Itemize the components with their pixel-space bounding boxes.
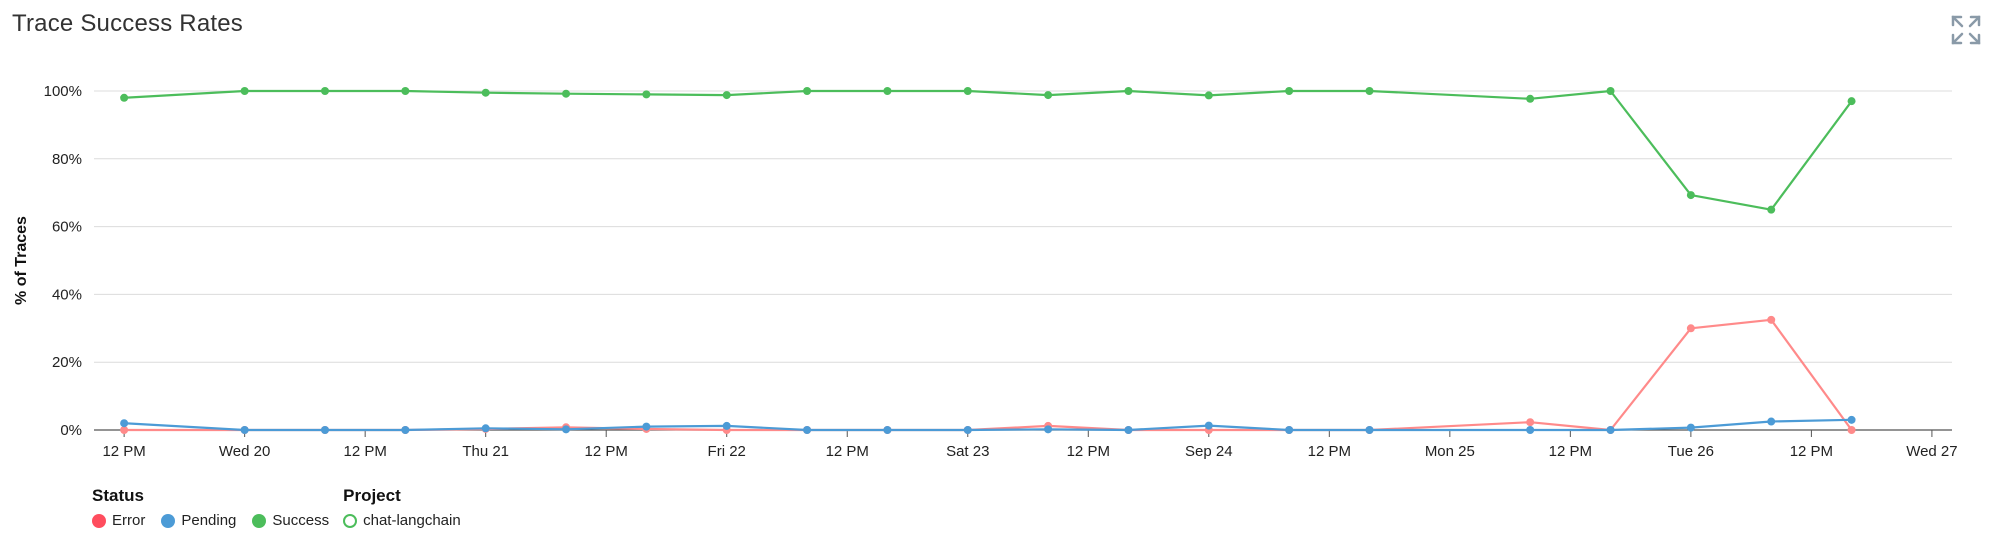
data-point-success[interactable] xyxy=(1767,205,1776,214)
legend-label: chat-langchain xyxy=(363,512,461,529)
data-point-success[interactable] xyxy=(1606,87,1615,95)
data-point-success[interactable] xyxy=(1847,97,1856,106)
data-point-success[interactable] xyxy=(803,87,812,95)
legend-project-items: chat-langchain xyxy=(343,512,461,529)
legend-item-success[interactable]: Success xyxy=(252,512,329,529)
data-point-error[interactable] xyxy=(120,426,129,434)
data-point-pending[interactable] xyxy=(642,422,651,431)
x-tick-label: 12 PM xyxy=(1308,443,1351,460)
data-point-success[interactable] xyxy=(1044,91,1053,100)
expand-icon xyxy=(1951,15,1981,45)
data-point-success[interactable] xyxy=(1365,87,1374,95)
y-tick-label: 40% xyxy=(52,286,82,303)
line-chart: 0% 20% 40% 60% 80% 100% 12 PM Wed 20 12 PM Thu 2… xyxy=(13,83,1958,460)
x-tick-label: 12 PM xyxy=(1067,443,1110,460)
data-point-success[interactable] xyxy=(401,87,410,95)
expand-button[interactable] xyxy=(1948,12,1984,48)
x-tick-label: 12 PM xyxy=(826,443,869,460)
y-tick-label: 20% xyxy=(52,354,82,371)
data-point-success[interactable] xyxy=(1526,94,1535,103)
data-point-success[interactable] xyxy=(883,87,892,95)
x-tick-label: Wed 27 xyxy=(1906,443,1957,460)
legend-swatch xyxy=(92,513,106,528)
data-point-success[interactable] xyxy=(642,90,651,99)
y-tick-label: 60% xyxy=(52,219,82,236)
data-point-pending[interactable] xyxy=(320,426,329,434)
x-tick-label: 12 PM xyxy=(1549,443,1592,460)
y-axis-title: % of Traces xyxy=(13,216,30,305)
x-tick-label: Wed 20 xyxy=(219,443,270,460)
x-tick-label: Tue 26 xyxy=(1668,443,1714,460)
y-tick-label: 0% xyxy=(60,422,82,439)
series-line-error xyxy=(124,318,1853,432)
data-point-pending[interactable] xyxy=(883,426,892,434)
data-point-success[interactable] xyxy=(481,88,490,97)
data-point-error[interactable] xyxy=(1526,418,1535,427)
data-point-pending[interactable] xyxy=(562,425,571,434)
data-point-error[interactable] xyxy=(1847,426,1856,434)
x-tick-label: 12 PM xyxy=(102,443,145,460)
data-point-pending[interactable] xyxy=(240,426,249,434)
data-point-success[interactable] xyxy=(1285,87,1294,95)
legend-swatch xyxy=(252,513,267,528)
data-point-pending[interactable] xyxy=(1606,426,1615,434)
data-point-success[interactable] xyxy=(1686,191,1695,200)
legend: Status Error Pending Success Project chat-… xyxy=(92,486,461,529)
x-tick-label: Sat 23 xyxy=(946,443,989,460)
legend-label: Success xyxy=(272,512,330,529)
data-point-pending[interactable] xyxy=(481,424,490,433)
x-tick-label: Sep 24 xyxy=(1185,443,1233,460)
x-tick-label: Fri 22 xyxy=(708,443,746,460)
data-point-success[interactable] xyxy=(963,87,972,95)
x-tick-label: Thu 21 xyxy=(462,443,509,460)
x-axis: 12 PM Wed 20 12 PM Thu 21 12 PM Fri 22 12 PM Sa… xyxy=(102,430,1958,460)
x-tick-label: 12 PM xyxy=(585,443,628,460)
data-point-pending[interactable] xyxy=(1526,426,1535,434)
data-point-success[interactable] xyxy=(562,89,571,98)
y-tick-label: 80% xyxy=(52,151,82,168)
series-line-success xyxy=(124,89,1853,211)
legend-project-group: Project chat-langchain xyxy=(343,486,461,529)
legend-status-group: Status Error Pending Success xyxy=(92,486,329,529)
data-point-pending[interactable] xyxy=(1365,426,1374,434)
legend-label: Pending xyxy=(181,512,237,529)
chart-title: Trace Success Rates xyxy=(12,10,243,37)
x-tick-label: 12 PM xyxy=(1790,443,1833,460)
data-point-pending[interactable] xyxy=(401,426,410,434)
y-tick-label: 100% xyxy=(44,83,82,100)
data-point-pending[interactable] xyxy=(1204,421,1213,430)
data-point-pending[interactable] xyxy=(1285,426,1294,434)
data-point-success[interactable] xyxy=(1124,87,1133,95)
data-point-pending[interactable] xyxy=(120,419,129,428)
data-point-pending[interactable] xyxy=(1044,425,1053,434)
legend-item-pending[interactable]: Pending xyxy=(161,512,236,529)
legend-item-chat-langchain[interactable]: chat-langchain xyxy=(343,512,461,529)
y-axis: 0% 20% 40% 60% 80% 100% xyxy=(44,83,82,439)
data-point-success[interactable] xyxy=(240,87,249,95)
data-point-pending[interactable] xyxy=(1686,423,1695,432)
data-point-pending[interactable] xyxy=(1124,426,1133,434)
data-point-success[interactable] xyxy=(320,87,329,95)
legend-swatch xyxy=(161,513,176,528)
data-point-success[interactable] xyxy=(722,91,731,100)
data-point-pending[interactable] xyxy=(722,421,731,430)
data-point-error[interactable] xyxy=(1767,315,1776,324)
data-point-pending[interactable] xyxy=(1847,415,1856,424)
legend-item-error[interactable]: Error xyxy=(92,512,145,529)
x-tick-label: Mon 25 xyxy=(1425,443,1475,460)
grid-lines xyxy=(94,90,1952,431)
x-tick-label: 12 PM xyxy=(343,443,386,460)
data-point-success[interactable] xyxy=(120,93,129,102)
data-point-pending[interactable] xyxy=(1767,417,1776,426)
legend-status-items: Error Pending Success xyxy=(92,512,329,529)
data-point-error[interactable] xyxy=(1686,324,1695,333)
series-lines xyxy=(120,87,1856,434)
legend-label: Error xyxy=(112,512,146,529)
legend-swatch xyxy=(343,513,358,528)
data-point-pending[interactable] xyxy=(803,426,812,434)
legend-status-title: Status xyxy=(92,486,144,505)
data-point-pending[interactable] xyxy=(963,426,972,434)
data-point-success[interactable] xyxy=(1204,91,1213,100)
legend-project-title: Project xyxy=(343,486,401,505)
